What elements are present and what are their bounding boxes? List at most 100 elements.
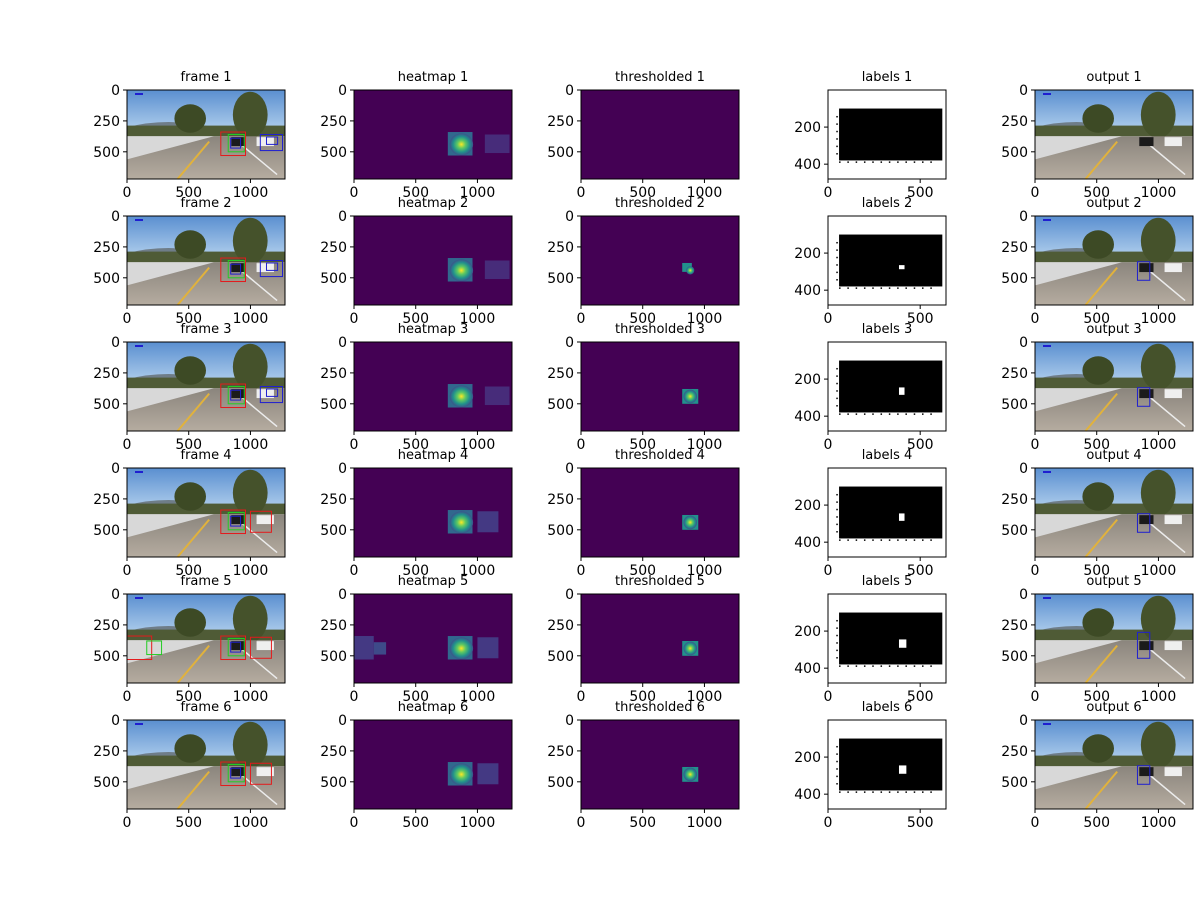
subplot-frame-3: 0 500 1000 0 250 500 frame 3: [93, 322, 286, 453]
corner-mark: [1043, 723, 1051, 725]
subplot-title: thresholded 3: [615, 322, 705, 337]
labels-speck: [836, 130, 838, 133]
labels-speck: [888, 413, 891, 415]
labels-speck: [836, 508, 838, 511]
black-car: [1139, 263, 1154, 273]
y-tick-label: 250: [1001, 366, 1028, 382]
labels-speck: [836, 501, 838, 503]
subplot-frame-5: 0 500 1000 0 250 500 frame 5: [93, 574, 286, 705]
black-car: [231, 641, 246, 651]
black-car: [231, 263, 246, 273]
x-tick-label: 1000: [687, 437, 723, 453]
subplot-title: heatmap 4: [398, 448, 469, 463]
x-tick-label: 0: [577, 311, 586, 327]
labels-speck: [836, 145, 838, 148]
tree: [174, 104, 206, 133]
heat-region: [484, 260, 510, 280]
blue-detection-box: [230, 263, 242, 275]
x-tick-label: 0: [577, 815, 586, 831]
subplot-output-3: 0 500 1000 0 250 500 output 3: [1001, 322, 1194, 453]
white-car: [256, 263, 274, 273]
labels-speck: [905, 287, 907, 289]
tree-line: [1035, 377, 1193, 389]
labels-speck: [836, 531, 838, 533]
axes-frame: [827, 467, 947, 558]
axes-frame: [126, 215, 286, 306]
guard-rail: [1035, 262, 1122, 286]
labels-speck: [839, 539, 841, 541]
labels-speck: [905, 539, 907, 541]
y-tick-label: 0: [111, 461, 120, 477]
labels-speck: [872, 161, 874, 163]
x-tick-label: 1000: [460, 563, 496, 579]
y-tick-label: 250: [547, 240, 574, 256]
heat-region: [354, 636, 374, 660]
labels-speck: [855, 539, 858, 541]
labels-speck: [863, 539, 866, 541]
lane-line: [176, 140, 210, 180]
labels-speck: [836, 642, 838, 644]
x-tick-label: 500: [907, 311, 934, 327]
labels-speck: [863, 413, 866, 415]
x-tick-label: 0: [1031, 311, 1040, 327]
subplot-thresholded-3: 0 500 1000 0 250 500 thresholded 3: [547, 322, 740, 453]
heatmap-background: [581, 342, 739, 431]
black-car: [231, 389, 246, 399]
guard-rail: [127, 514, 214, 538]
axes-frame: [827, 89, 947, 180]
y-tick-label: 0: [1019, 461, 1028, 477]
labels-speck: [930, 161, 932, 163]
subplot-frame-1: 0 500 1000 0 250 500 frame 1: [93, 70, 286, 201]
black-car: [231, 767, 246, 777]
tree: [174, 734, 206, 763]
y-tick-label: 250: [93, 618, 120, 634]
x-tick-label: 0: [123, 185, 132, 201]
red-detection-box: [220, 383, 246, 409]
labels-speck: [847, 665, 849, 667]
subplot-labels-3: 0 500 200 400 labels 3: [794, 322, 947, 453]
y-tick-label: 500: [1001, 397, 1028, 413]
subplot-title: labels 6: [862, 700, 913, 715]
tree: [1140, 469, 1176, 517]
axes-frame: [580, 593, 740, 684]
corner-mark: [135, 345, 143, 347]
labels-speck: [863, 287, 866, 289]
labels-blob: [898, 513, 905, 521]
blue-detection-box: [230, 515, 242, 527]
subplot-title: frame 2: [181, 196, 232, 211]
y-tick-label: 250: [1001, 240, 1028, 256]
blue-detection-box: [259, 260, 284, 278]
subplot-frame-2: 0 500 1000 0 250 500 frame 2: [93, 196, 286, 327]
x-tick-label: 500: [629, 563, 656, 579]
y-tick-label: 500: [93, 145, 120, 161]
tree: [232, 91, 268, 139]
labels-speck: [836, 768, 838, 770]
labels-speck: [836, 249, 838, 251]
y-tick-label: 250: [320, 114, 347, 130]
labels-speck: [836, 390, 838, 392]
final-bounding-box: [1136, 387, 1151, 407]
y-tick-label: 500: [1001, 775, 1028, 791]
tree-line: [127, 251, 285, 263]
lane-line: [1145, 393, 1186, 428]
guard-rail: [127, 388, 214, 412]
white-car: [1164, 137, 1182, 147]
labels-speck: [913, 791, 916, 793]
labels-speck: [836, 753, 838, 755]
labels-blob: [898, 265, 905, 270]
x-tick-label: 0: [824, 563, 833, 579]
guard-rail: [1035, 766, 1122, 790]
subplot-heatmap-2: 0 500 1000 0 250 500 heatmap 2: [320, 196, 513, 327]
axes-frame: [353, 215, 513, 306]
axes-frame: [353, 89, 513, 180]
labels-speck: [897, 413, 899, 415]
green-detection-box: [227, 134, 245, 153]
y-tick-label: 500: [320, 775, 347, 791]
x-tick-label: 500: [1083, 563, 1110, 579]
x-tick-label: 500: [175, 815, 202, 831]
x-tick-label: 0: [577, 689, 586, 705]
y-tick-label: 0: [111, 335, 120, 351]
labels-speck: [930, 287, 932, 289]
labels-region: [839, 486, 943, 539]
